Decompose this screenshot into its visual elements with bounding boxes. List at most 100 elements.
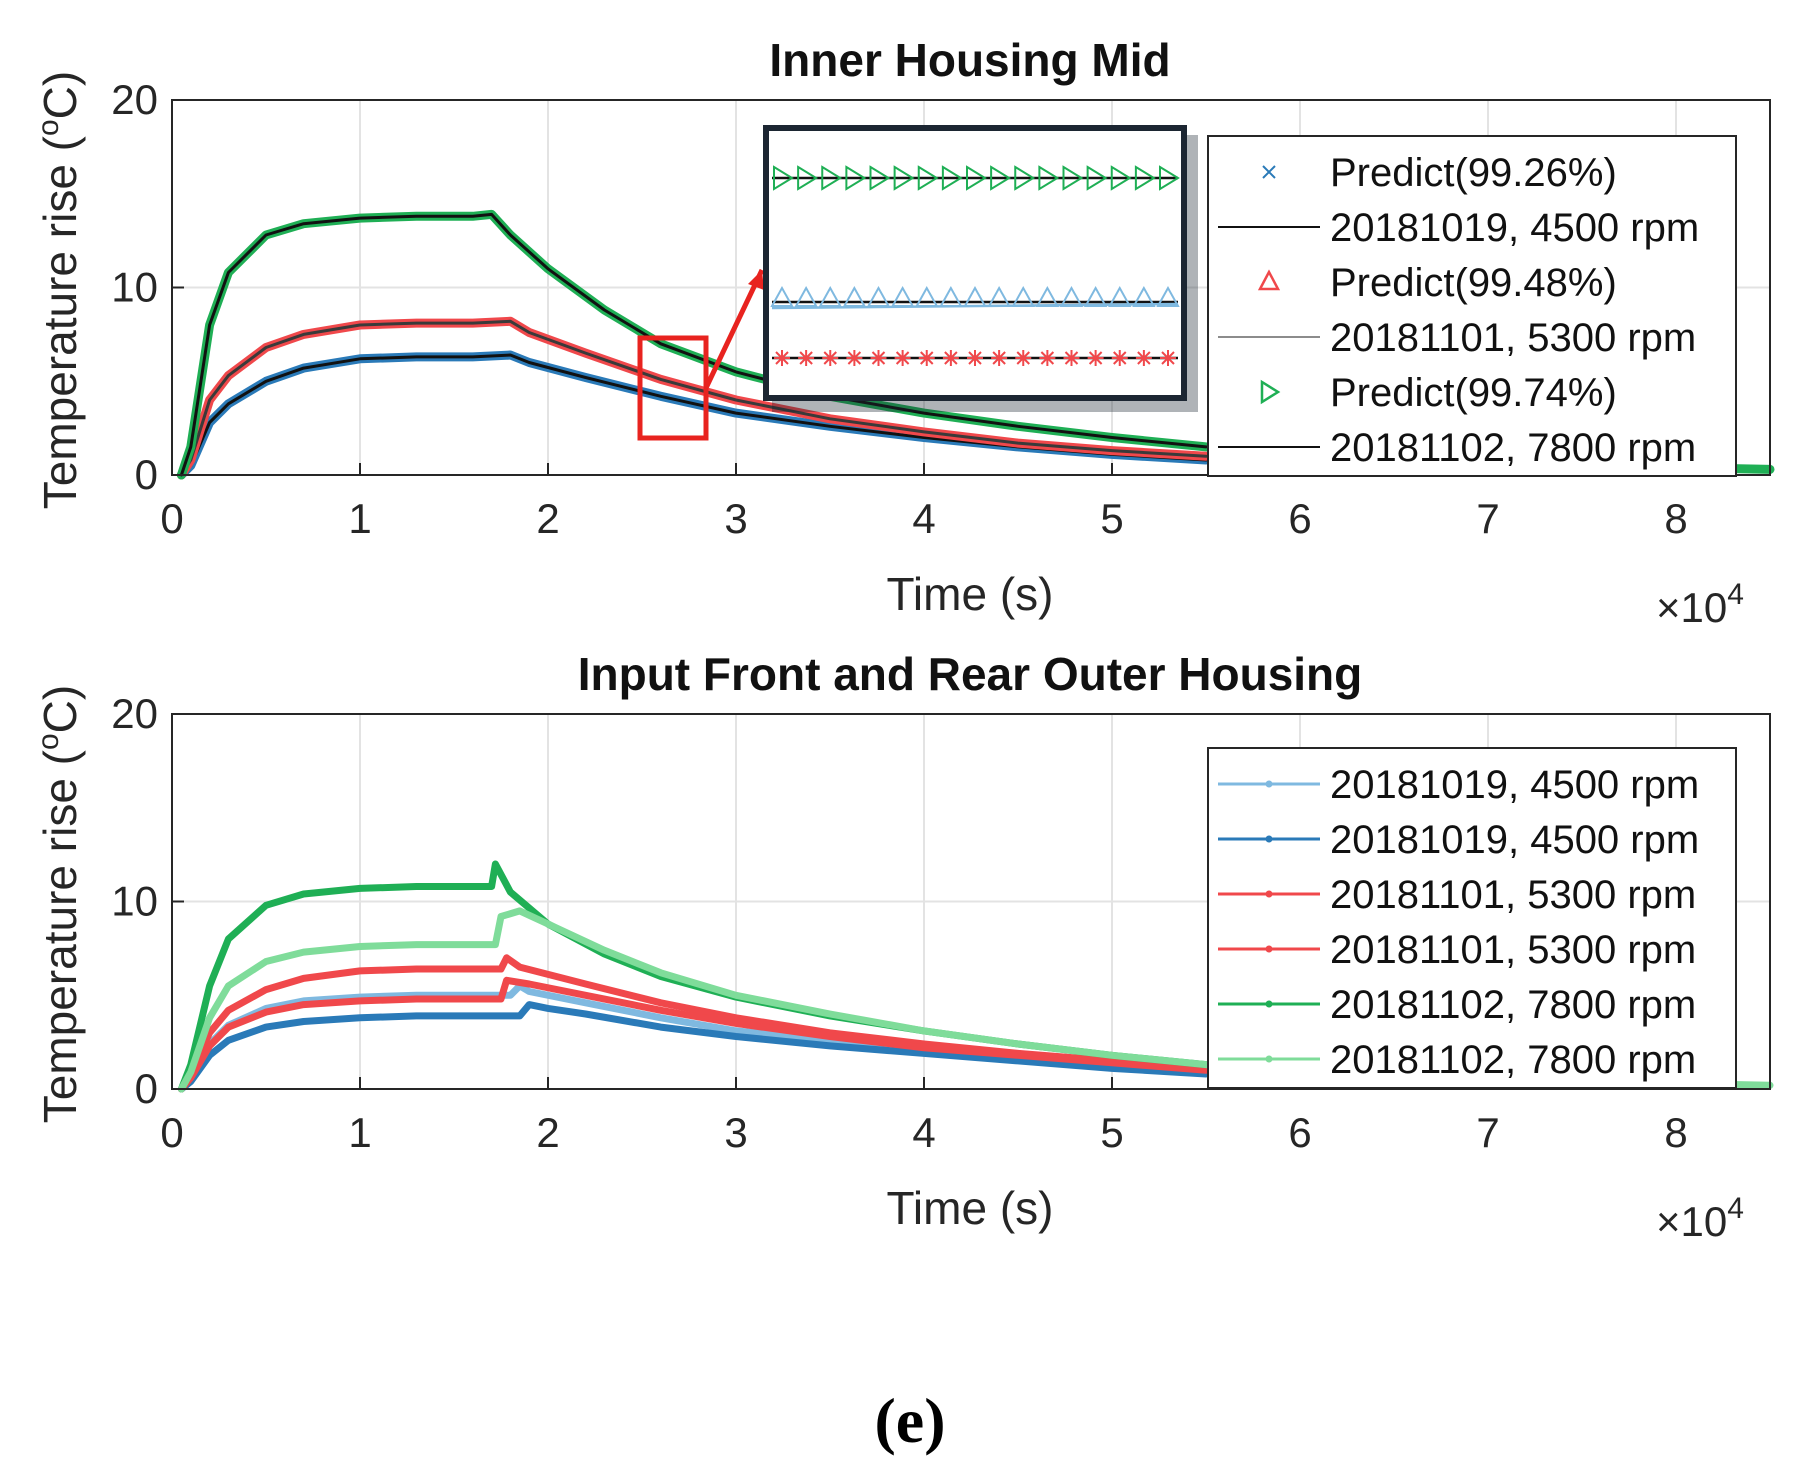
x-tick-label: 5: [1100, 495, 1123, 542]
inset-marker: [1059, 285, 1084, 307]
y-axis-label-main: Temperature rise (: [34, 749, 86, 1123]
legend-swatch-dot: [1265, 1055, 1273, 1063]
legend-label: 20181101, 5300 rpm: [1330, 873, 1696, 917]
panel-label: (e): [874, 1385, 945, 1456]
x-tick-label: 3: [724, 1109, 747, 1156]
inset-marker: [1132, 285, 1156, 307]
inset-marker: [1111, 350, 1128, 366]
inset-marker: [991, 350, 1008, 366]
legend-swatch-dot: [1265, 1000, 1273, 1008]
series-group: [177, 860, 1774, 1093]
zoom-arrow: [703, 268, 765, 390]
x-tick-label: 8: [1664, 495, 1687, 542]
inset-marker: [1135, 350, 1152, 366]
x-tick-label: 0: [160, 495, 183, 542]
legend-label: 20181019, 4500 rpm: [1330, 818, 1699, 862]
x-multiplier-exp: 4: [1727, 578, 1744, 611]
legend: 20181019, 4500 rpm 20181019, 4500 rpm 2018…: [1207, 747, 1737, 1089]
inset-marker: [1062, 165, 1084, 191]
inset-marker: [846, 350, 863, 366]
tick-labels: 0 1 2 3 4 5 6 7 8 0 10 20: [111, 76, 1687, 542]
series-line-3: [177, 976, 1210, 1093]
legend-marker-x: [1262, 165, 1276, 179]
inset-marker: [942, 350, 959, 366]
inset-marker: [869, 165, 891, 191]
x-tick-label: 6: [1288, 495, 1311, 542]
x-tick-label: 1: [348, 495, 371, 542]
inset-marker: [893, 165, 915, 191]
inset-marker: [845, 165, 867, 191]
y-axis-label: Temperature rise (oC): [32, 71, 86, 509]
x-tick-label: 2: [536, 1109, 559, 1156]
y-tick-label: 0: [135, 451, 158, 498]
inset-marker: [1087, 350, 1104, 366]
legend-label: 20181102, 7800 rpm: [1330, 983, 1696, 1027]
y-axis-label: Temperature rise (oC): [32, 685, 86, 1123]
legend-label: 20181019, 4500 rpm: [1330, 206, 1699, 250]
x-axis-label: Time (s): [887, 568, 1054, 620]
inset-marker: [1086, 165, 1108, 191]
legend-box: [1207, 135, 1737, 477]
x-tick-label: 0: [160, 1109, 183, 1156]
legend-swatch-dot: [1265, 945, 1273, 953]
inset-marker: [794, 285, 818, 307]
inset-marker: [987, 285, 1011, 307]
series-line-1: [179, 353, 1208, 477]
inset-marker: [990, 165, 1012, 191]
series-line-5: [179, 212, 1208, 477]
inset-marker: [1134, 165, 1156, 191]
legend-box: [1207, 747, 1737, 1089]
x-multiplier: ×104: [1656, 1192, 1744, 1245]
inset-marker: [1156, 285, 1180, 307]
inset-marker: [1038, 165, 1060, 191]
y-tick-label: 10: [111, 878, 158, 925]
x-tick-label: 4: [912, 1109, 935, 1156]
legend-marker-triangle-right: [1260, 379, 1281, 405]
inset-marker: [890, 285, 915, 307]
inset-marker: [770, 285, 794, 307]
inset-marker: [1014, 165, 1036, 191]
series-line-5: [177, 907, 1774, 1093]
inset-marker: [797, 165, 819, 191]
inset-marker: [1035, 285, 1060, 307]
series-line-1: [177, 1001, 1210, 1093]
chart-title: Input Front and Rear Outer Housing: [578, 648, 1363, 700]
inset-marker: [1083, 285, 1108, 307]
inset-marker: [1110, 165, 1132, 191]
inset-marker: [963, 285, 987, 307]
inset-marker: [866, 285, 891, 307]
legend-label: 20181101, 5300 rpm: [1330, 928, 1696, 972]
tick-labels: 0 1 2 3 4 5 6 7 8 0 10 20: [111, 690, 1687, 1156]
x-tick-label: 4: [912, 495, 935, 542]
inset-marker: [1108, 285, 1132, 307]
legend-swatch-dot: [1265, 835, 1273, 843]
legend-swatch-dot: [1265, 890, 1273, 898]
inset-marker: [842, 285, 867, 307]
x-tick-label: 6: [1288, 1109, 1311, 1156]
x-tick-label: 7: [1476, 1109, 1499, 1156]
y-axis-label-main: Temperature rise (: [34, 135, 86, 509]
legend-label: Predict(99.26%): [1330, 151, 1617, 195]
inset-marker: [1160, 350, 1176, 366]
legend-label: 20181102, 7800 rpm: [1330, 426, 1696, 470]
legend-marker-triangle-up: [1257, 269, 1281, 291]
inset-marker: [822, 350, 839, 366]
inset-marker: [870, 350, 887, 366]
inset-marker: [1159, 165, 1180, 191]
inset-marker: [818, 285, 842, 307]
x-tick-label: 5: [1100, 1109, 1123, 1156]
inset-marker: [1039, 350, 1056, 366]
x-tick-label: 3: [724, 495, 747, 542]
inset-marker: [773, 165, 794, 191]
x-multiplier-exp: 4: [1727, 1192, 1744, 1225]
x-multiplier-base: ×10: [1656, 1198, 1727, 1245]
chart-inner-housing-mid: Inner Housing Mid 0 1 2 3 4 5 6 7 8 0 10 20 Time (s…: [32, 34, 1775, 631]
inset-series: [770, 165, 1180, 366]
inset-marker: [774, 350, 790, 366]
zoom-inset: [763, 125, 1198, 412]
inset-marker: [894, 350, 911, 366]
legend-label: Predict(99.74%): [1330, 371, 1617, 415]
inset-marker: [1011, 285, 1035, 307]
inset-marker: [966, 165, 987, 191]
zoom-arrowhead: [748, 270, 764, 290]
